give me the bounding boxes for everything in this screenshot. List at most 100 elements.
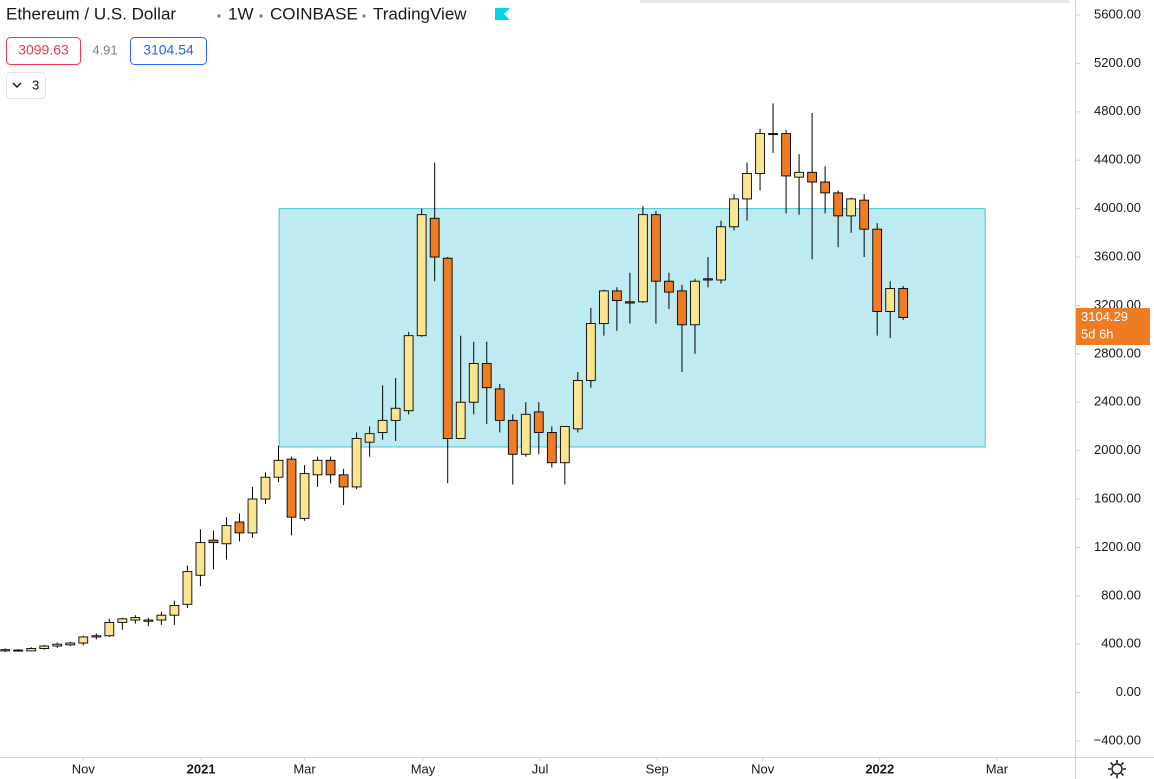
x-tick-label: Jul [532,761,549,776]
y-tick-label: 5200.00 [1094,55,1141,70]
y-tick-label: 1200.00 [1094,539,1141,554]
candle-body [585,323,596,381]
candle-body [221,525,232,545]
x-tick-label: May [411,761,436,776]
candle-body [143,619,154,622]
candle-body [833,192,844,217]
candle-body [572,379,583,430]
y-tick-label: 2000.00 [1094,442,1141,457]
candle-body [533,411,544,433]
candle-body [351,438,362,488]
candle-body [559,425,570,464]
candle-body [442,257,453,439]
candle-body [598,290,609,325]
candle-body [52,643,63,647]
candle-body [429,217,440,258]
candle-body [638,214,648,303]
candle-body [39,645,50,649]
candle-body [0,649,11,652]
candle-body [104,621,115,637]
indicators-count: 3 [32,77,39,92]
panel-shadow [640,0,1070,3]
x-tick-label: Sep [646,761,669,776]
candle-body [390,407,401,421]
chevron-icon [12,82,22,88]
last-price-label: 3104.29 [1081,309,1128,324]
ask-box[interactable] [130,37,207,65]
x-tick-label: 2021 [187,761,216,776]
candle-body [664,280,674,293]
candle-body [26,648,37,652]
candle-body [273,459,284,478]
candle-body [755,133,765,174]
y-tick-label: 0.00 [1116,684,1141,699]
candle-body [78,636,89,644]
x-tick-label: Nov [72,761,96,776]
candle-body [234,521,245,534]
candle-body [781,133,791,177]
gear-teeth [1108,760,1126,778]
candle-body [182,571,193,605]
candle-body [612,290,622,302]
settings-gear[interactable] [1108,760,1126,778]
candle-body [299,473,310,519]
candle-body [468,363,479,403]
y-tick-label: 4800.00 [1094,103,1141,118]
x-tick-label: Nov [751,761,775,776]
y-tick-label: 4400.00 [1094,152,1141,167]
spread: 4.91 [92,42,117,57]
candle-body [195,542,206,576]
candle-body [651,214,661,282]
candle-body [768,133,778,136]
candle-body [13,649,24,652]
gear-ring [1111,763,1123,775]
candle-body [65,642,76,646]
candle-body [729,198,739,228]
candle-body [130,617,141,621]
candle-body [481,363,492,389]
candle-body [690,280,700,326]
x-tick-label: Mar [986,761,1009,776]
source: TradingView [373,4,467,23]
range-box [278,208,986,448]
candle-body [859,199,870,230]
y-tick-label: 5600.00 [1094,6,1141,21]
y-tick-label: 2400.00 [1094,394,1141,409]
candle-body [677,290,687,326]
y-tick-label: −400.00 [1094,732,1141,747]
y-tick-label: 2800.00 [1094,345,1141,360]
bid-price: 3099.63 [18,42,69,58]
exchange: COINBASE [270,4,358,23]
symbol: Ethereum / U.S. Dollar [6,4,176,23]
separator [259,14,263,18]
candle-body [807,171,817,183]
ask-price: 3104.54 [143,42,194,58]
y-tick-label: 1600.00 [1094,490,1141,505]
candle-body [312,459,323,476]
y-tick-label: 3600.00 [1094,248,1141,263]
candle-body [117,618,128,623]
candle-body [872,228,883,312]
candle-body [364,433,375,443]
candle-body [403,335,414,412]
plot-area [0,103,986,653]
candle-body [416,214,427,337]
y-tick-label: 400.00 [1101,636,1141,651]
indicators-toggle[interactable] [6,72,46,99]
candle-body [169,605,180,616]
candle-body [885,288,896,312]
bid-box[interactable] [6,37,81,65]
candle-body [507,419,518,455]
candle-body [494,388,505,421]
candle-body [898,288,909,318]
candle-body [820,181,830,194]
candle-body [546,432,557,464]
market-flag [495,8,510,20]
bar-countdown: 5d 6h [1081,326,1114,341]
candle-body [742,173,752,200]
y-tick-label: 800.00 [1101,587,1141,602]
candle-body [716,226,726,281]
candle-body [625,301,635,304]
candle-body [91,635,102,638]
